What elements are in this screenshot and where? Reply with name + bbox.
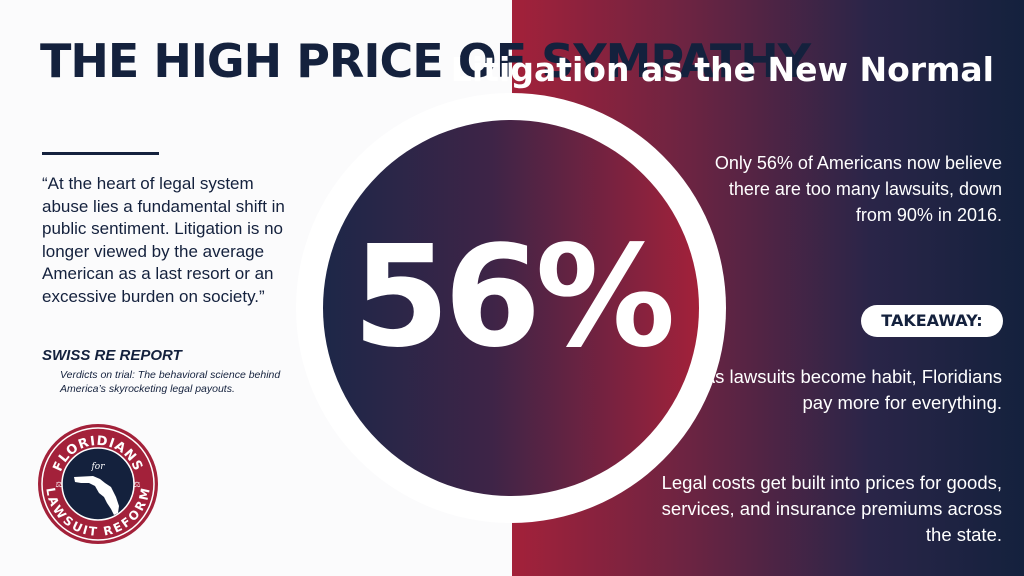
florida-map-icon bbox=[74, 476, 119, 515]
source-title: SWISS RE REPORT bbox=[42, 347, 182, 364]
right-body: Only 56% of Americans now believe there … bbox=[714, 153, 1002, 225]
big-stat-value: 56% bbox=[352, 216, 675, 379]
scales-icon-left: ⚖ bbox=[55, 480, 62, 489]
scales-icon-right: ⚖ bbox=[133, 480, 140, 489]
costs-text: Legal costs get built into prices for go… bbox=[661, 472, 1002, 545]
takeaway-badge: TAKEAWAY: bbox=[861, 305, 1003, 337]
logo-middle-text: for bbox=[90, 462, 105, 472]
source-subtitle: Verdicts on trial: The behavioral scienc… bbox=[60, 369, 281, 395]
headline: THE HIGH PRICE OF SYMPATHY bbox=[40, 34, 811, 88]
right-title: Litigation as the New Normal bbox=[450, 50, 994, 89]
report-quote: “At the heart of legal system abuse lies… bbox=[42, 174, 285, 306]
stat-circle bbox=[296, 93, 726, 523]
floridians-for-lawsuit-reform-logo: FLORIDIANS LAWSUIT REFORM for ⚖ ⚖ bbox=[38, 424, 158, 544]
takeaway-text: As lawsuits become habit, Floridians pay… bbox=[702, 366, 1002, 413]
divider-rule bbox=[42, 152, 159, 155]
